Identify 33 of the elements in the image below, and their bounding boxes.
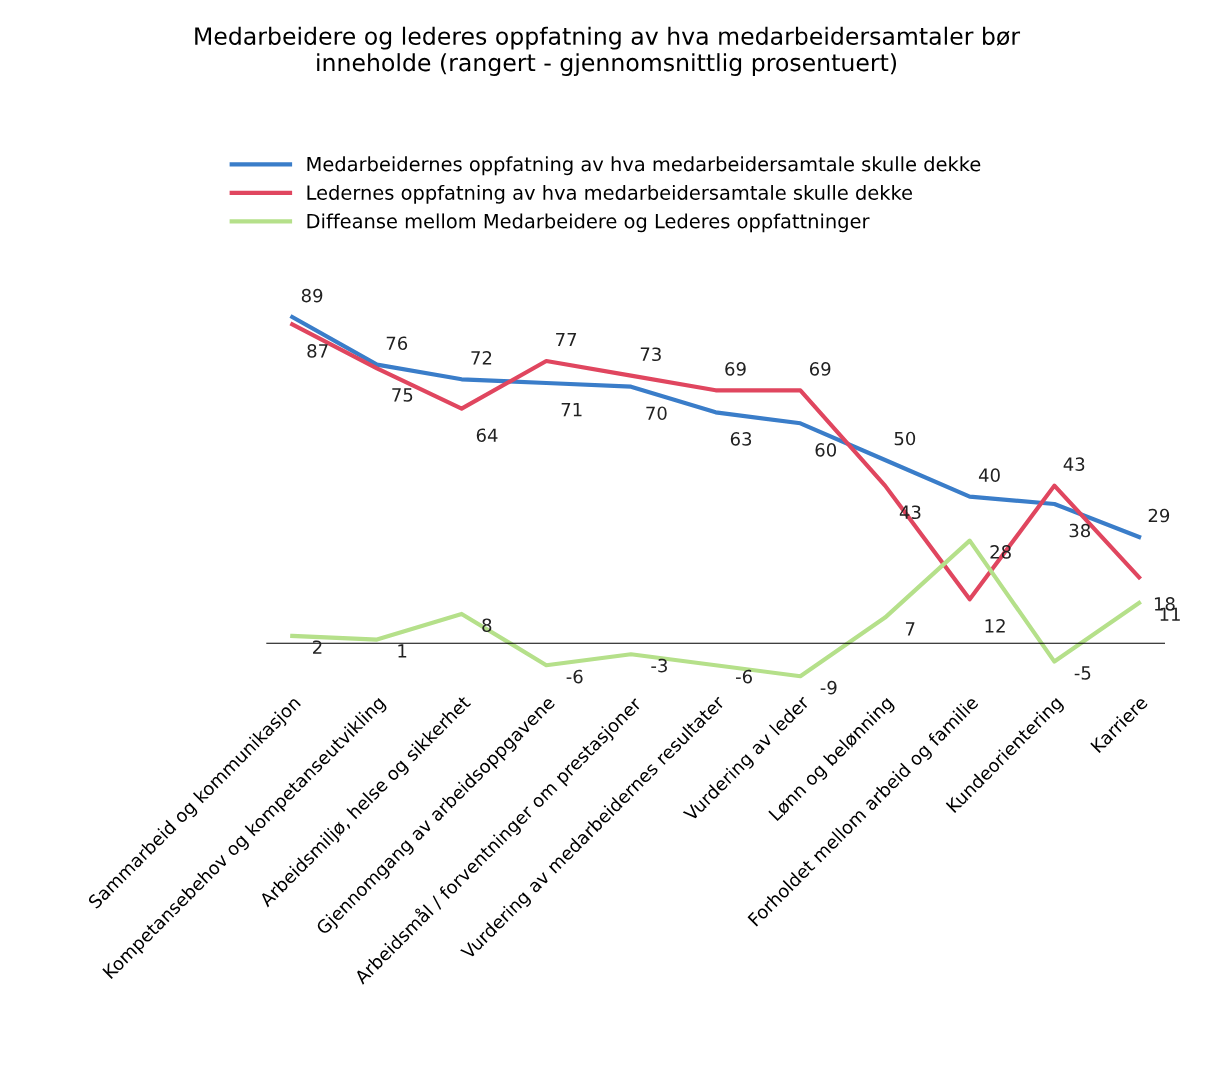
data-label: -9 [820, 680, 837, 695]
data-label: 38 [1069, 523, 1091, 538]
data-label: 76 [386, 336, 408, 351]
data-label: -6 [736, 669, 752, 684]
legend-label: Medarbeidernes oppfatning av hva medarbeidersamtale skulle dekke [307, 156, 981, 176]
data-label: 77 [556, 332, 577, 347]
data-label: 72 [471, 351, 492, 365]
data-label: 12 [985, 619, 1005, 633]
data-label: 40 [978, 468, 1000, 483]
data-label: 8 [482, 618, 492, 633]
data-label: 63 [730, 432, 752, 446]
data-label: 1 [398, 644, 407, 658]
legend-label: Diffeanse mellom Medarbeidere og Lederes oppfattninger [307, 213, 870, 233]
data-label: 73 [640, 347, 661, 362]
data-label: 70 [646, 406, 667, 421]
data-label: 43 [1063, 457, 1085, 472]
data-label: -6 [566, 669, 583, 684]
data-label: 69 [725, 362, 746, 376]
data-label: 7 [905, 622, 915, 636]
data-label: 2 [313, 640, 322, 654]
data-label: 64 [476, 428, 498, 443]
data-label: 60 [815, 443, 837, 457]
data-label: 29 [1148, 508, 1170, 523]
data-label: 87 [307, 344, 328, 358]
data-label: -3 [651, 658, 667, 673]
data-label: -5 [1074, 666, 1091, 680]
data-label: 75 [392, 388, 413, 402]
data-label: 89 [301, 288, 323, 303]
data-label: 71 [561, 402, 582, 417]
legend-label: Ledernes oppfatning av hva medarbeidersamtale skulle dekke [307, 184, 913, 204]
chart-title: Medarbeidere og lederes oppfatning av hva medarbeidersamtaler bør inneholde (rangert - gjennomsnittlig prosentuert) [195, 26, 1021, 76]
data-label: 69 [809, 362, 831, 376]
data-label: 50 [894, 431, 916, 446]
